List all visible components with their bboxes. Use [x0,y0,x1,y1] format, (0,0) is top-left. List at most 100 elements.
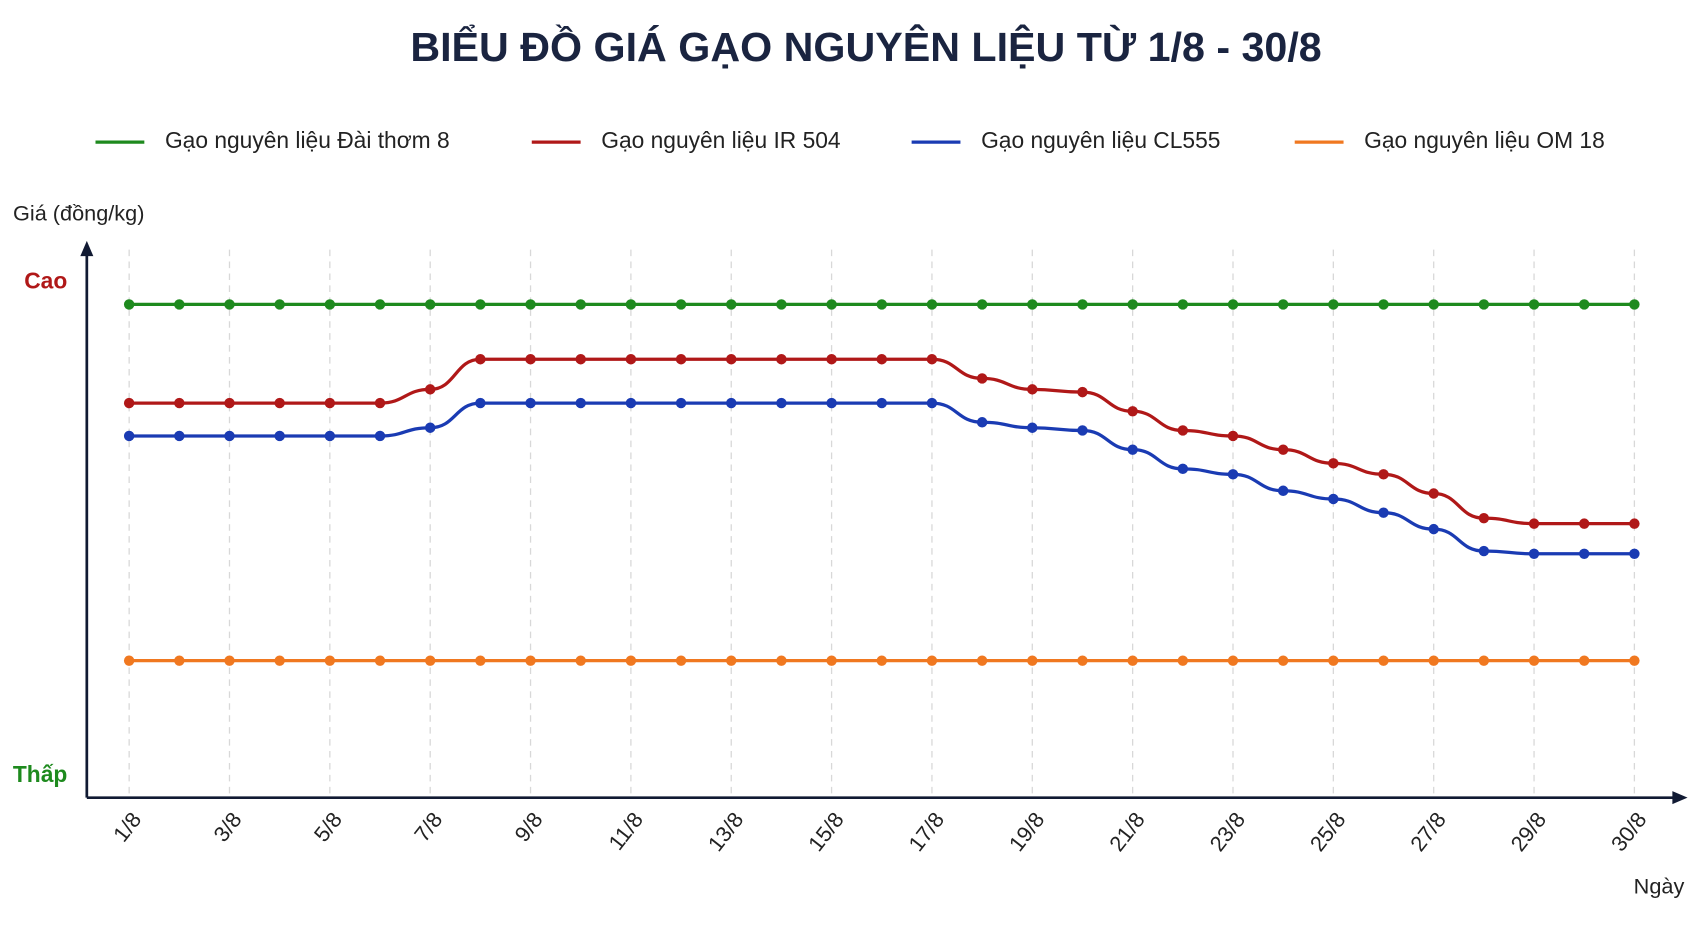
data-point [726,354,737,365]
data-point [876,299,887,310]
data-point [726,655,737,666]
data-point [224,655,235,666]
x-axis-label: Ngày [1634,873,1685,898]
data-point [1378,469,1389,480]
data-point [174,430,185,442]
data-point [525,299,536,310]
data-point [224,397,235,409]
data-point [1428,488,1439,499]
data-point [1629,518,1640,529]
data-point [475,354,486,365]
data-point [1328,493,1339,505]
data-point [123,430,135,442]
grid [128,249,1636,798]
legend-label: Gạo nguyên liệu OM 18 [1364,127,1605,153]
data-point [123,655,135,666]
data-point [525,354,536,365]
data-point [625,354,637,365]
data-point [525,655,536,666]
data-point [1177,463,1189,475]
data-point [575,655,586,666]
data-point [274,397,285,409]
series-layer [123,299,1640,666]
legend-label: Gạo nguyên liệu CL555 [981,127,1220,153]
y-axis-label: Giá (đồng/kg) [13,201,144,226]
data-point [1478,512,1490,524]
data-point [876,655,887,666]
data-point [224,430,235,442]
data-point [926,655,938,666]
data-point [826,655,837,666]
data-point [374,299,386,310]
data-point [1127,406,1138,417]
data-point [475,397,486,409]
data-point [1177,655,1189,666]
data-point [625,299,637,310]
data-point [1428,523,1439,535]
data-point [374,430,386,442]
data-point [1027,422,1038,433]
data-point [826,397,837,409]
data-point [876,354,887,365]
data-point [1177,299,1189,310]
data-point [1277,485,1289,496]
data-point [1528,548,1540,559]
data-point [976,655,988,666]
data-point [424,299,436,310]
data-point [976,373,988,384]
data-point [1077,425,1088,436]
data-point [424,422,436,433]
data-point [726,397,737,409]
data-point [776,354,787,365]
data-point [1428,655,1439,666]
data-point [1277,655,1289,666]
data-point [826,299,837,310]
y-tick-label: Thấp [13,761,67,787]
legend-label: Gạo nguyên liệu Đài thơm 8 [165,127,450,153]
data-point [1177,425,1189,436]
data-point [776,299,787,310]
data-point [224,299,235,310]
data-point [675,655,687,666]
data-point [1528,655,1540,666]
data-point [1277,444,1289,455]
data-point [826,354,837,365]
data-point [575,397,586,409]
data-point [324,655,336,666]
data-point [324,299,336,310]
data-point [1027,299,1038,310]
data-point [675,354,687,365]
data-point [1378,655,1389,666]
data-point [1227,469,1239,480]
data-point [926,397,938,409]
data-point [1579,655,1590,666]
data-point [976,417,988,428]
legend: Gạo nguyên liệu Đài thơm 8 Gạo nguyên liệ… [95,127,1605,153]
data-point [1528,299,1540,310]
data-point [1227,430,1239,442]
data-point [675,299,687,310]
data-point [1428,299,1439,310]
data-point [475,299,486,310]
data-point [926,299,938,310]
x-axis-arrow [1672,791,1688,805]
data-point [174,655,185,666]
data-point [575,354,586,365]
data-point [1378,299,1389,310]
y-tick-label: Cao [24,268,67,294]
data-point [1077,386,1088,398]
data-point [1027,655,1038,666]
legend-label: Gạo nguyên liệu IR 504 [601,127,840,153]
data-point [274,299,285,310]
data-point [174,397,185,409]
data-point [876,397,887,409]
data-point [424,384,436,395]
data-point [274,655,285,666]
data-point [976,299,988,310]
data-point [926,354,938,365]
data-point [1027,384,1038,395]
data-point [324,397,336,409]
data-point [475,655,486,666]
data-point [575,299,586,310]
data-point [174,299,185,310]
